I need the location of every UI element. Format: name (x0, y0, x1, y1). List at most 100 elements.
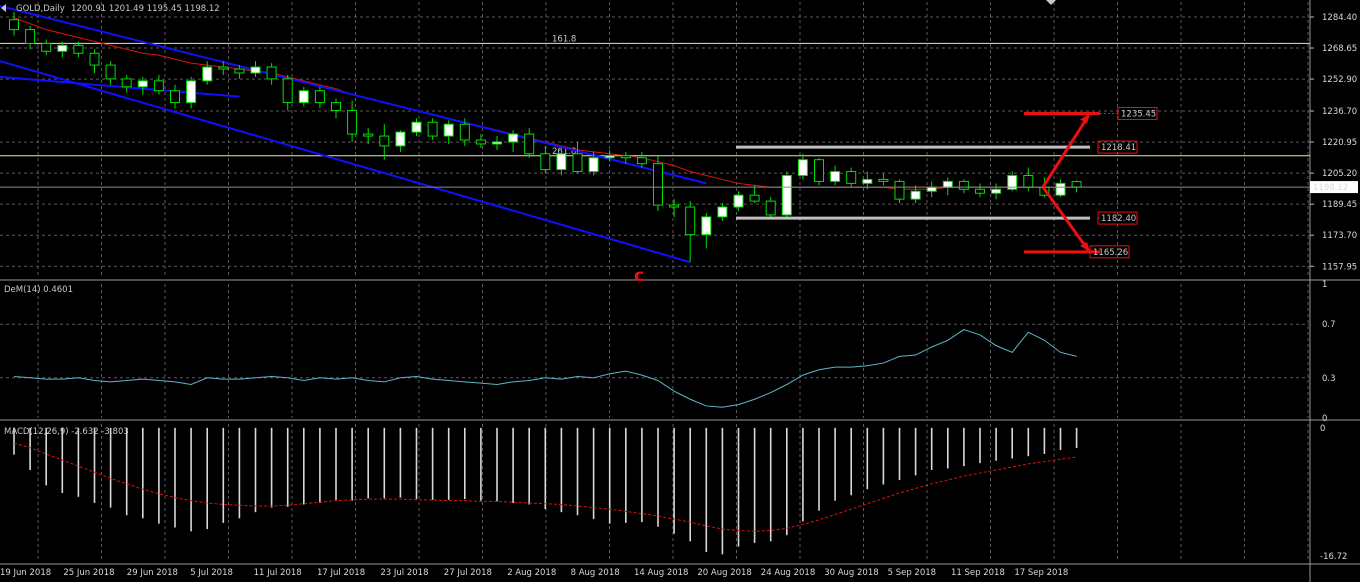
candle[interactable] (411, 118, 422, 137)
candle[interactable] (137, 76, 148, 95)
candle[interactable] (492, 136, 502, 150)
candle[interactable] (572, 141, 583, 174)
candle[interactable] (395, 130, 406, 152)
macd-panel[interactable] (13, 427, 1078, 555)
candle[interactable] (25, 25, 36, 50)
candle[interactable] (427, 118, 438, 140)
candle[interactable] (975, 183, 985, 198)
candle[interactable] (363, 128, 374, 144)
candle[interactable] (89, 49, 100, 73)
candle-body (202, 66, 213, 82)
candle-body (218, 66, 229, 70)
candle[interactable] (588, 151, 599, 176)
candle[interactable] (556, 147, 567, 176)
candle[interactable] (846, 167, 857, 188)
candle[interactable] (266, 63, 277, 85)
demarker-panel[interactable] (13, 329, 1077, 408)
candle[interactable] (459, 118, 470, 146)
candle[interactable] (298, 86, 309, 107)
candle-body (331, 102, 341, 111)
candle-body (556, 153, 567, 171)
candle[interactable] (701, 212, 712, 249)
candle-body (73, 44, 84, 54)
candle[interactable] (121, 74, 132, 93)
candle[interactable] (73, 41, 84, 58)
candle-body (846, 171, 857, 184)
candle-body (926, 186, 937, 192)
candle[interactable] (958, 179, 969, 194)
candle-body (733, 194, 744, 208)
candle[interactable] (669, 199, 680, 217)
candle[interactable] (186, 76, 197, 109)
candle-body (975, 188, 985, 194)
candle[interactable] (1007, 171, 1018, 192)
candle-body (282, 78, 293, 104)
candle[interactable] (250, 61, 261, 77)
candle[interactable] (749, 185, 760, 204)
candle[interactable] (234, 65, 245, 79)
fib-level-label: 161.8 (552, 34, 576, 44)
candle-body (781, 174, 792, 216)
demarker-tick-label: 1 (1322, 280, 1327, 290)
candle[interactable] (282, 74, 293, 111)
date-tick-label: 14 Aug 2018 (634, 568, 688, 578)
chart-scroll-left-icon[interactable] (1, 4, 6, 12)
candle-body (250, 66, 261, 74)
candle-body (1023, 174, 1034, 188)
candle[interactable] (347, 100, 358, 142)
candle[interactable] (9, 11, 19, 36)
chart-shift-icon[interactable] (1046, 0, 1056, 5)
date-tick-label: 2 Aug 2018 (507, 568, 556, 578)
price-panel[interactable]: 161.8 261.8 1235.45 1218.41 1182.40 1165.26 c (0, 4, 1310, 286)
candle[interactable] (540, 145, 551, 174)
candle[interactable] (765, 197, 776, 217)
candle[interactable] (379, 124, 390, 160)
candle[interactable] (475, 134, 486, 148)
candle[interactable] (814, 157, 824, 186)
candle[interactable] (524, 128, 535, 158)
candle[interactable] (57, 41, 68, 58)
candle[interactable] (620, 151, 631, 164)
candle-body (266, 66, 277, 80)
candle-body (121, 78, 132, 88)
candle-body (685, 206, 696, 236)
candle[interactable] (314, 86, 325, 109)
candle-body (186, 80, 197, 104)
candle[interactable] (636, 151, 647, 168)
candle[interactable] (331, 98, 341, 119)
candle[interactable] (202, 61, 213, 85)
candle[interactable] (685, 201, 696, 263)
candle[interactable] (878, 173, 889, 186)
candle[interactable] (604, 149, 615, 162)
candle[interactable] (797, 153, 808, 180)
price-tick-label: 1284.40 (1322, 13, 1357, 23)
candle[interactable] (862, 171, 873, 190)
candle[interactable] (1055, 179, 1066, 198)
candle[interactable] (41, 39, 52, 56)
candle[interactable] (910, 185, 921, 204)
candle[interactable] (830, 165, 841, 186)
candle[interactable] (894, 179, 905, 204)
candle[interactable] (991, 183, 1002, 200)
candle-body (894, 180, 905, 200)
candle[interactable] (218, 61, 229, 75)
macd-tick-label: -16.72 (1320, 552, 1347, 562)
candle[interactable] (153, 74, 164, 95)
candle[interactable] (508, 130, 519, 152)
candle-body (862, 178, 873, 184)
candle[interactable] (733, 191, 744, 211)
candle[interactable] (717, 203, 728, 221)
candle[interactable] (781, 171, 792, 217)
candle-body (524, 133, 535, 155)
candle-body (604, 155, 615, 159)
demarker-tick-label: 0.3 (1322, 374, 1336, 384)
candle-body (153, 80, 164, 92)
candle[interactable] (653, 155, 663, 211)
candle[interactable] (105, 61, 116, 85)
candle-body (427, 121, 438, 137)
candle[interactable] (170, 84, 180, 109)
candle[interactable] (443, 120, 454, 144)
